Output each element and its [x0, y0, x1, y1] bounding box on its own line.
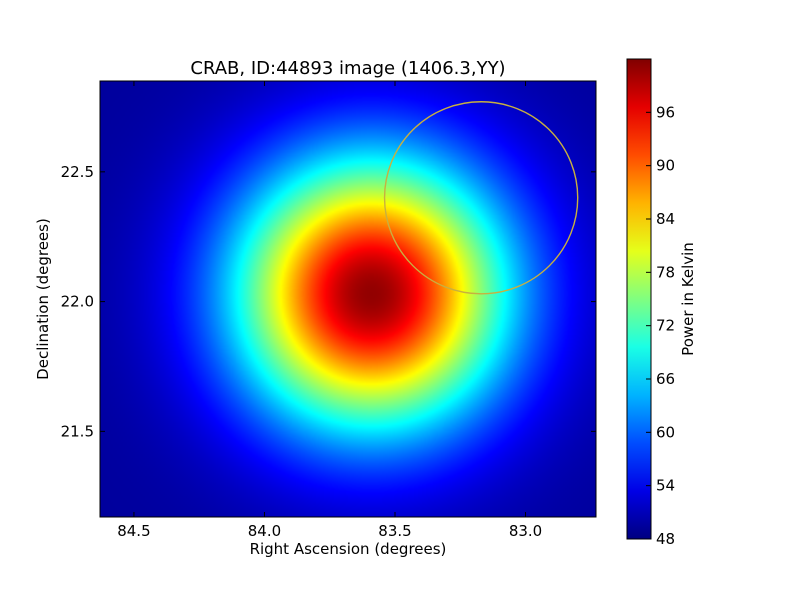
- plot-area: [99, 80, 597, 518]
- colorbar-tick-label: 72: [656, 317, 675, 335]
- annotation-circle: [383, 101, 579, 295]
- colorbar-tick-label: 66: [656, 370, 675, 388]
- y-tick-label: 22.0: [61, 293, 94, 311]
- colorbar: 48 54 60 66 72 78 84 90 96 Power in Kelvin: [626, 58, 697, 548]
- x-tick-label: 84.5: [117, 522, 150, 540]
- y-axis-label: Declination (degrees): [34, 218, 52, 380]
- chart-title: CRAB, ID:44893 image (1406.3,YY): [190, 58, 505, 79]
- colorbar-tick-label: 78: [656, 263, 675, 281]
- plot-frame: [99, 80, 597, 518]
- x-tick-label: 83.0: [509, 522, 542, 540]
- colorbar-tick-label: 54: [656, 477, 675, 495]
- colorbar-tick-label: 48: [656, 530, 675, 548]
- x-tick-label: 83.5: [378, 522, 411, 540]
- colorbar-gradient: [627, 59, 651, 539]
- colorbar-tick-label: 90: [656, 157, 675, 175]
- y-axis: 21.5 22.0 22.5: [61, 163, 596, 440]
- colorbar-tick-label: 60: [656, 423, 675, 441]
- colorbar-ticks: 48 54 60 66 72 78 84 90 96: [646, 103, 675, 548]
- x-axis-label: Right Ascension (degrees): [250, 540, 447, 558]
- colorbar-tick-label: 96: [656, 103, 675, 121]
- colorbar-frame: [626, 58, 652, 540]
- y-tick-label: 21.5: [61, 422, 94, 440]
- colorbar-tick-label: 84: [656, 210, 675, 228]
- x-tick-label: 84.0: [248, 522, 281, 540]
- colorbar-label: Power in Kelvin: [679, 242, 697, 356]
- y-tick-label: 22.5: [61, 163, 94, 181]
- x-axis: 84.5 84.0 83.5 83.0: [117, 81, 542, 540]
- heatmap-image: [100, 81, 596, 517]
